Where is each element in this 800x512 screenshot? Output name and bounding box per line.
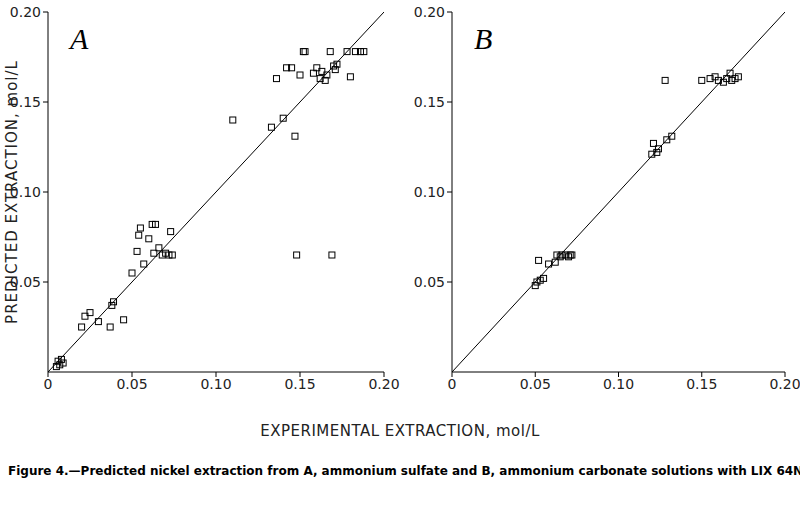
svg-text:0.05: 0.05 [116, 376, 147, 392]
svg-text:0.05: 0.05 [520, 376, 551, 392]
svg-text:0.20: 0.20 [10, 4, 41, 20]
svg-text:0.05: 0.05 [414, 274, 445, 290]
svg-text:0.20: 0.20 [769, 376, 792, 392]
svg-text:0.15: 0.15 [284, 376, 315, 392]
svg-text:0: 0 [44, 376, 53, 392]
svg-text:0.20: 0.20 [414, 4, 445, 20]
svg-text:0: 0 [448, 376, 457, 392]
svg-text:0.20: 0.20 [368, 376, 399, 392]
svg-text:0.10: 0.10 [603, 376, 634, 392]
svg-text:0.10: 0.10 [200, 376, 231, 392]
svg-text:0.15: 0.15 [414, 94, 445, 110]
svg-text:0.10: 0.10 [414, 184, 445, 200]
svg-text:0.15: 0.15 [686, 376, 717, 392]
